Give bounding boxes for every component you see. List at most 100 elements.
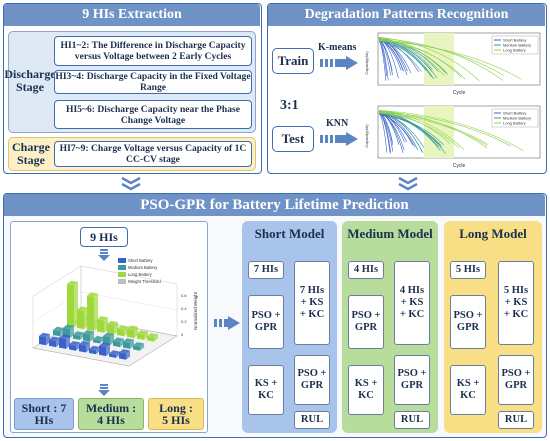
long-right-psogpr: PSO + GPR — [498, 355, 534, 405]
medium-model-title: Medium Model — [347, 226, 433, 241]
weight-bar — [119, 352, 126, 360]
capacity-curve — [378, 110, 451, 144]
weight-bar-side — [126, 350, 130, 360]
svg-text:0.6: 0.6 — [181, 293, 187, 298]
weight-bar-top — [113, 337, 124, 343]
svg-text:0: 0 — [181, 332, 184, 337]
weight-bar-top — [107, 320, 118, 326]
medium-right-rul: RUL — [394, 411, 430, 429]
weight-bar-top — [117, 325, 128, 331]
short-right-his: 7 HIs + KS + KC — [294, 261, 330, 345]
capacity-curve — [378, 111, 512, 147]
weight-bar-side — [130, 339, 134, 349]
short-summary: Short : 7 HIs — [14, 398, 74, 430]
weight-bar-top — [77, 306, 88, 312]
knn-label: KNN — [326, 118, 349, 129]
weight-bar-side — [120, 338, 124, 348]
capacity-curve — [378, 109, 524, 152]
weight-bar-top — [103, 332, 114, 338]
short-model-title: Short Model — [254, 226, 325, 241]
chevron-down-icon — [398, 176, 418, 191]
medium-right-psogpr: PSO + GPR — [394, 355, 430, 405]
capacity-curve — [378, 110, 488, 149]
weight-bar-top — [49, 336, 60, 342]
weight-bar-side — [154, 334, 158, 342]
weight-bar — [87, 295, 94, 331]
discharge-stage-label: Discharge Stage — [4, 67, 56, 94]
weight-bar — [117, 329, 124, 337]
svg-text:0.4: 0.4 — [181, 306, 187, 311]
test-plot-xlabel: Cycle — [453, 163, 466, 169]
ratio-label: 3:1 — [280, 98, 299, 113]
medium-left-his: 4 HIs — [348, 261, 384, 279]
test-capacity-plot: Capacity(Ah) Cycle Short Battery Medium … — [364, 105, 541, 169]
weight-bar — [127, 328, 134, 339]
weight-bar — [67, 284, 74, 328]
long-model: Long Model 5 HIs PSO + GPR KS + KC 5 HIs… — [444, 221, 542, 433]
weight-bar-top — [127, 325, 138, 331]
capacity-curve — [378, 37, 480, 82]
short-left-his: 7 HIs — [248, 261, 284, 279]
medium-model: Medium Model 4 HIs PSO + GPR KS + KC 4 H… — [342, 221, 438, 433]
test-box: Test — [272, 126, 314, 152]
weight-bar — [69, 344, 76, 351]
short-left-psogpr: PSO + GPR — [248, 295, 284, 349]
weight-bar — [49, 339, 56, 348]
long-right-his: 5 HIs + KS + KC — [498, 261, 534, 345]
weight-bar-top — [73, 331, 84, 336]
medium-right-his: 4 HIs + KS + KC — [394, 261, 430, 345]
train-legend-short: Short Battery — [503, 38, 526, 43]
short-right-psogpr: PSO + GPR — [294, 355, 330, 405]
weight-bar-top — [89, 345, 100, 351]
weight-bar — [147, 336, 154, 342]
medium-left-psogpr: PSO + GPR — [348, 295, 384, 349]
short-right-rul: RUL — [294, 411, 330, 429]
weight-bar-top — [53, 326, 64, 332]
weight-bar-top — [109, 350, 120, 355]
weight-bar — [99, 345, 106, 357]
weight-bar — [123, 341, 130, 349]
weight-bar-side — [144, 331, 148, 340]
weight-bar — [79, 344, 86, 353]
chevron-down-icon — [121, 176, 141, 191]
weight-bar — [89, 349, 96, 355]
weight-bar — [83, 333, 90, 342]
weight-3d-bar-chart: Short Battery Medium Battery Long Batter… — [32, 258, 198, 367]
long-model-title: Long Model — [459, 226, 527, 241]
nine-his-box: 9 HIs — [80, 227, 128, 247]
weight-bar-top — [93, 335, 104, 341]
weight-bar — [107, 324, 114, 335]
hi-item-5-6: HI5~6: Discharge Capacity near the Phase… — [54, 100, 252, 129]
right-arrow-icon — [214, 316, 240, 330]
capacity-curve — [378, 40, 422, 73]
weight-bar — [97, 319, 104, 333]
long-left-psogpr: PSO + GPR — [450, 295, 486, 349]
long-summary: Long : 5 HIs — [148, 398, 204, 430]
hi-item-7-9: HI7~9: Charge Voltage versus Capacity of… — [54, 141, 252, 167]
kmeans-label: K-means — [318, 42, 357, 53]
weight-bar-top — [39, 332, 50, 338]
long-left-kskc: KS + KC — [450, 365, 486, 415]
weight-bar-top — [147, 333, 158, 338]
weight-bar-top — [119, 349, 130, 354]
weight-bar — [77, 309, 84, 330]
svg-text:0.2: 0.2 — [181, 319, 187, 324]
weight-bar-top — [87, 292, 98, 297]
short-model: Short Model 7 HIs PSO + GPR KS + KC 7 HI… — [242, 221, 337, 433]
weight-bar-top — [99, 342, 110, 348]
capacity-curve — [378, 40, 387, 81]
weight-bar-top — [59, 334, 70, 339]
weight-bar-top — [67, 280, 78, 286]
weight-bar — [113, 340, 120, 348]
charge-stage-label: Charge Stage — [12, 140, 50, 167]
test-arrow-icon — [320, 132, 358, 146]
test-legend-short: Short Battery — [503, 111, 526, 116]
test-legend-long: Long Battery — [503, 121, 526, 126]
train-plot-xlabel: Cycle — [453, 90, 466, 96]
down-arrow-icon — [98, 249, 110, 261]
hi-extraction-title: 9 HIs Extraction — [4, 4, 260, 26]
hi-item-3-4: HI3~4: Discharge Capacity in the Fixed V… — [54, 70, 252, 94]
capacity-curve — [378, 113, 441, 146]
pso-gpr-panel: PSO-GPR for Battery Lifetime Prediction … — [3, 193, 547, 438]
weight-bar-top — [133, 342, 144, 347]
